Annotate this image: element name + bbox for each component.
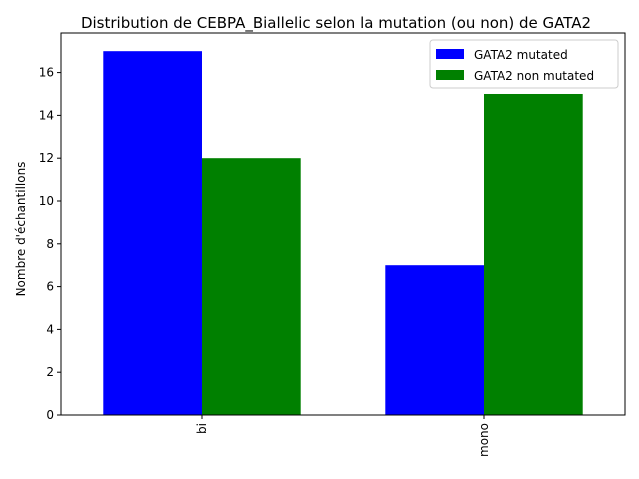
bar-bi-series-1 [202,158,301,415]
legend-swatch-1 [436,70,464,80]
y-tick-label: 10 [39,194,54,208]
legend-label-1: GATA2 non mutated [474,69,594,83]
bars-group [103,51,583,415]
y-tick-label: 16 [39,66,54,80]
y-tick-label: 12 [39,151,54,165]
y-tick-label: 2 [46,365,54,379]
bar-mono-series-0 [385,265,484,415]
y-axis-label: Nombre d'échantillons [14,162,28,297]
x-tick-label-mono: mono [477,423,491,457]
x-tick-label-bi: bi [195,423,209,434]
legend-swatch-0 [436,49,464,59]
legend: GATA2 mutated GATA2 non mutated [429,39,619,89]
chart-title: Distribution de CEBPA_Biallelic selon la… [81,14,591,33]
y-tick-label: 14 [39,108,54,122]
axes-frame [60,32,626,416]
y-tick-label: 0 [46,408,54,422]
y-ticks-group: 0 2 4 6 8 10 12 14 16 [39,66,61,422]
x-ticks-group: bi mono [195,415,491,457]
legend-box [429,39,619,89]
y-tick-label: 8 [46,237,54,251]
bar-bi-series-0 [103,51,202,415]
bar-mono-series-1 [484,93,583,415]
y-tick-label: 6 [46,280,54,294]
legend-label-0: GATA2 mutated [474,48,568,62]
y-tick-label: 4 [46,322,54,336]
